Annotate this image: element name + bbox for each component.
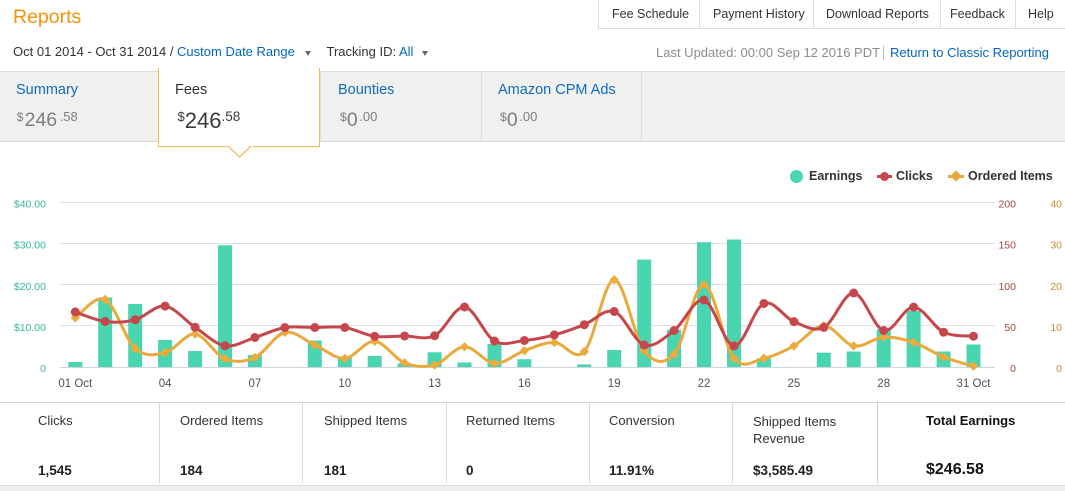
svg-text:04: 04 bbox=[159, 378, 172, 390]
svg-text:19: 19 bbox=[608, 378, 621, 390]
svg-text:22: 22 bbox=[698, 378, 711, 390]
svg-text:150: 150 bbox=[998, 240, 1016, 252]
svg-text:20: 20 bbox=[1050, 281, 1062, 293]
svg-text:28: 28 bbox=[877, 378, 890, 390]
svg-text:$10.00: $10.00 bbox=[14, 322, 46, 334]
svg-text:01 Oct: 01 Oct bbox=[58, 378, 93, 390]
svg-text:$30.00: $30.00 bbox=[14, 240, 46, 252]
svg-text:100: 100 bbox=[998, 281, 1016, 293]
svg-text:0: 0 bbox=[1010, 363, 1016, 375]
svg-text:200: 200 bbox=[998, 199, 1016, 211]
svg-text:$40.00: $40.00 bbox=[14, 199, 46, 211]
svg-text:0: 0 bbox=[40, 363, 46, 375]
svg-text:16: 16 bbox=[518, 378, 531, 390]
svg-text:13: 13 bbox=[428, 378, 441, 390]
svg-text:25: 25 bbox=[788, 378, 801, 390]
svg-text:31 Oct: 31 Oct bbox=[957, 378, 992, 390]
svg-text:40: 40 bbox=[1050, 199, 1062, 211]
svg-text:0: 0 bbox=[1056, 363, 1062, 375]
svg-text:10: 10 bbox=[1050, 322, 1062, 334]
svg-text:50: 50 bbox=[1004, 322, 1016, 334]
svg-text:30: 30 bbox=[1050, 240, 1062, 252]
svg-text:07: 07 bbox=[249, 378, 262, 390]
svg-text:10: 10 bbox=[338, 378, 351, 390]
svg-text:$20.00: $20.00 bbox=[14, 281, 46, 293]
